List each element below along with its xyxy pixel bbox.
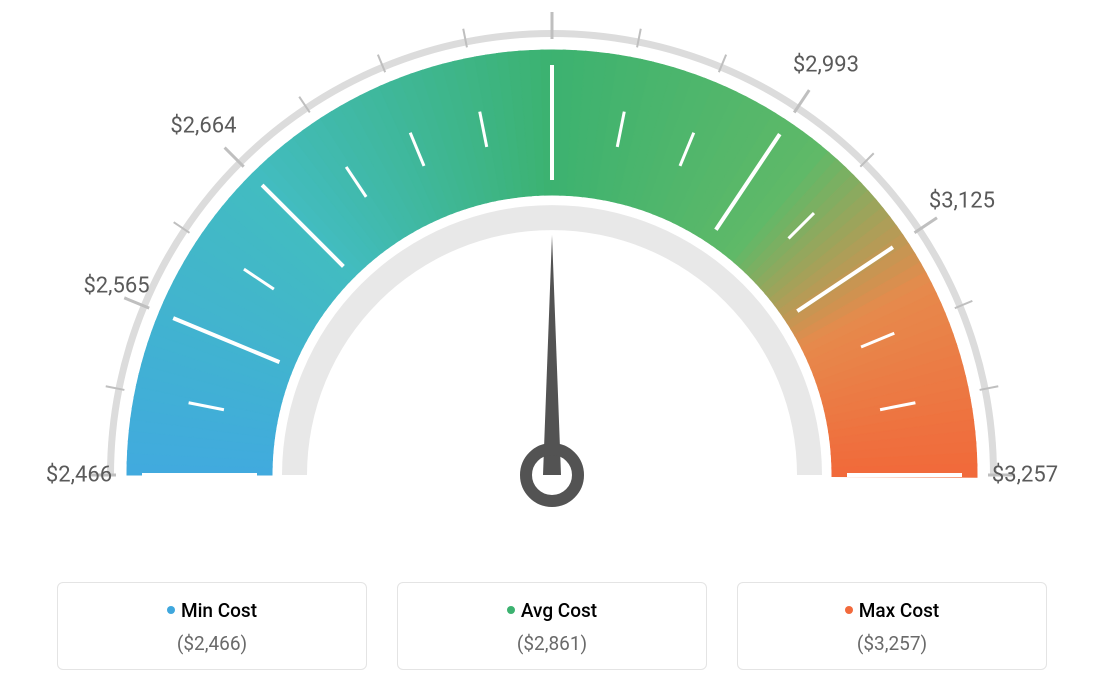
legend-card-min: Min Cost ($2,466): [57, 582, 367, 670]
tick-label: $2,466: [46, 463, 112, 488]
tick-label: $2,993: [793, 53, 859, 78]
legend-title-avg: Avg Cost: [408, 599, 696, 622]
gauge-svg: [0, 0, 1104, 560]
legend-value-max: ($3,257): [748, 632, 1036, 655]
gauge-chart: $2,466$2,565$2,664$2,861$2,993$3,125$3,2…: [0, 0, 1104, 560]
legend-row: Min Cost ($2,466) Avg Cost ($2,861) Max …: [0, 582, 1104, 670]
tick-label: $3,125: [929, 189, 995, 214]
legend-title-min: Min Cost: [68, 599, 356, 622]
legend-value-min: ($2,466): [68, 632, 356, 655]
dot-icon: [167, 606, 175, 614]
dot-icon: [845, 606, 853, 614]
legend-card-max: Max Cost ($3,257): [737, 582, 1047, 670]
tick-label: $2,565: [83, 274, 149, 299]
legend-card-avg: Avg Cost ($2,861): [397, 582, 707, 670]
legend-title-max: Max Cost: [748, 599, 1036, 622]
tick-label: $3,257: [992, 463, 1058, 488]
dot-icon: [507, 606, 515, 614]
needle: [543, 235, 561, 475]
legend-title-text: Max Cost: [859, 599, 939, 622]
legend-title-text: Avg Cost: [521, 599, 597, 622]
legend-title-text: Min Cost: [181, 599, 257, 622]
legend-value-avg: ($2,861): [408, 632, 696, 655]
tick-label: $2,664: [170, 114, 236, 139]
